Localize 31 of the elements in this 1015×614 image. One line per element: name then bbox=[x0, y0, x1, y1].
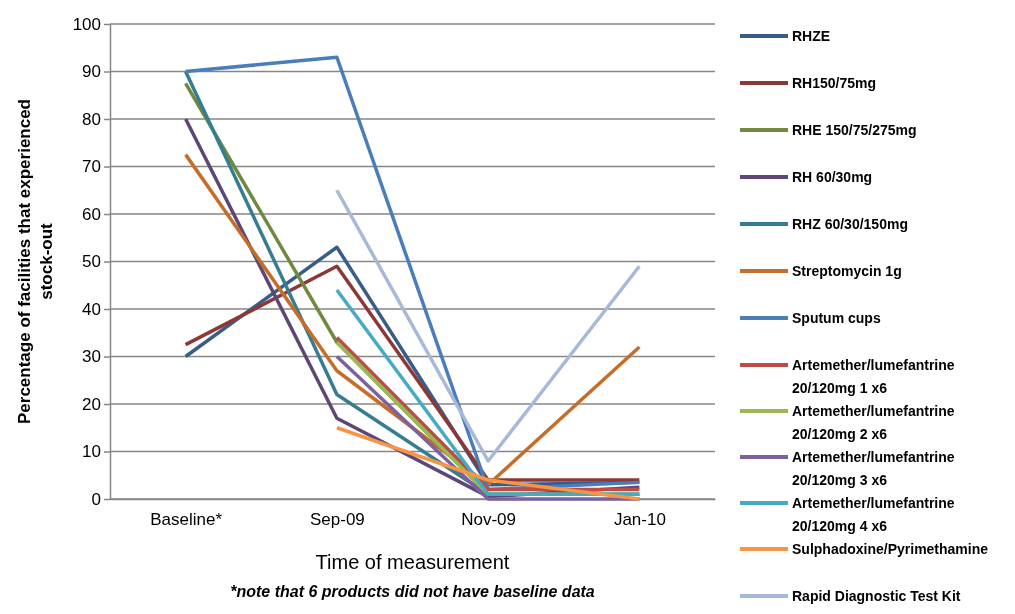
x-tick-label: Baseline* bbox=[150, 510, 223, 530]
legend-label: Rapid Diagnostic Test Kit bbox=[792, 588, 961, 604]
legend-label: Sulphadoxine/Pyrimethamine bbox=[792, 541, 989, 557]
y-tick-label: 100 bbox=[72, 14, 101, 34]
y-tick-label: 10 bbox=[82, 442, 101, 462]
legend-label: Streptomycin 1g bbox=[792, 263, 902, 279]
legend-label: Sputum cups bbox=[792, 310, 881, 326]
y-tick-label: 60 bbox=[82, 204, 101, 224]
y-tick-label: 70 bbox=[82, 157, 101, 177]
legend-label: Artemether/lumefantrine 20/120mg 2 x6 bbox=[792, 403, 955, 442]
y-tick-label: 80 bbox=[82, 109, 101, 129]
legend-label: Artemether/lumefantrine 20/120mg 4 x6 bbox=[792, 495, 955, 534]
legend-label: RHZ 60/30/150mg bbox=[792, 216, 908, 232]
legend-label: RHE 150/75/275mg bbox=[792, 122, 917, 138]
y-tick-label: 0 bbox=[91, 489, 101, 509]
x-axis-title: Time of measurement bbox=[315, 551, 510, 573]
legend-label: Artemether/lumefantrine 20/120mg 1 x6 bbox=[792, 357, 955, 396]
x-tick-label: Sep-09 bbox=[309, 510, 365, 530]
legend-label: Artemether/lumefantrine 20/120mg 3 x6 bbox=[792, 449, 955, 488]
x-tick-label: Nov-09 bbox=[461, 510, 517, 530]
text: *note that 6 products did not have baseline data bbox=[230, 583, 595, 600]
y-axis-title: Percentage of facilities that experienced stock-out bbox=[15, 98, 56, 425]
y-tick-label: 50 bbox=[82, 252, 101, 272]
y-tick-label: 40 bbox=[82, 299, 101, 319]
y-tick-label: 90 bbox=[82, 62, 101, 82]
legend-label: RH 60/30mg bbox=[792, 169, 873, 185]
x-tick-label: Jan-10 bbox=[613, 510, 666, 530]
y-tick-label: 30 bbox=[82, 347, 101, 367]
legend-label: RH150/75mg bbox=[792, 75, 877, 91]
y-tick-label: 20 bbox=[82, 394, 101, 414]
legend-label: RHZE bbox=[792, 28, 831, 44]
